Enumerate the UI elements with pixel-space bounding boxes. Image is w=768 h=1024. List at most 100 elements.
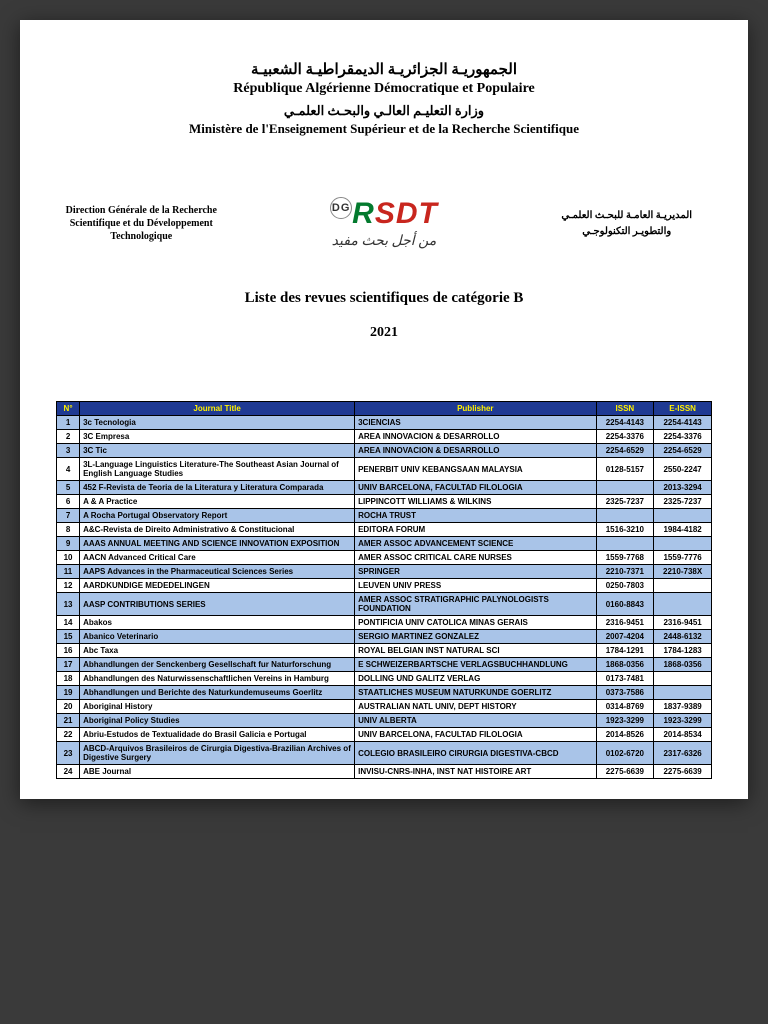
table-row: 15Abanico VeterinarioSERGIO MARTINEZ GON… [57,630,712,644]
cell-eissn: 2316-9451 [654,616,712,630]
cell-eissn: 1837-9389 [654,700,712,714]
cell-publisher: AMER ASSOC CRITICAL CARE NURSES [355,551,596,565]
cell-eissn: 2317-6326 [654,742,712,765]
cell-issn: 1516-3210 [596,523,654,537]
table-row: 10AACN Advanced Critical CareAMER ASSOC … [57,551,712,565]
cell-issn: 2014-8526 [596,728,654,742]
cell-eissn: 2254-6529 [654,444,712,458]
cell-eissn: 1784-1283 [654,644,712,658]
cell-eissn: 2254-4143 [654,416,712,430]
cell-eissn [654,686,712,700]
table-row: 17Abhandlungen der Senckenberg Gesellsch… [57,658,712,672]
document-page: الجمهوريـة الجزائريـة الديمقراطيـة الشعب… [20,20,748,799]
table-row: 19Abhandlungen und Berichte des Naturkun… [57,686,712,700]
cell-num: 8 [57,523,80,537]
cell-title: 452 F-Revista de Teoria de la Literatura… [80,481,355,495]
cell-publisher: STAATLICHES MUSEUM NATURKUNDE GOERLITZ [355,686,596,700]
cell-eissn: 2013-3294 [654,481,712,495]
table-row: 24ABE JournalINVISU-CNRS-INHA, INST NAT … [57,765,712,779]
table-body: 13c Tecnologia3CIENCIAS2254-41432254-414… [57,416,712,779]
col-eissn: E-ISSN [654,402,712,416]
cell-eissn [654,593,712,616]
cell-num: 21 [57,714,80,728]
table-header-row: N° Journal Title Publisher ISSN E-ISSN [57,402,712,416]
cell-issn [596,509,654,523]
logo-brand: DGRSDT [253,197,515,231]
cell-title: AACN Advanced Critical Care [80,551,355,565]
cell-issn: 2007-4204 [596,630,654,644]
cell-publisher: AREA INNOVACION & DESARROLLO [355,430,596,444]
cell-eissn: 2254-3376 [654,430,712,444]
table-row: 9AAAS ANNUAL MEETING AND SCIENCE INNOVAT… [57,537,712,551]
cell-issn: 2316-9451 [596,616,654,630]
table-row: 11AAPS Advances in the Pharmaceutical Sc… [57,565,712,579]
cell-publisher: AREA INNOVACION & DESARROLLO [355,444,596,458]
cell-num: 13 [57,593,80,616]
cell-title: AASP CONTRIBUTIONS SERIES [80,593,355,616]
table-row: 22Abriu-Estudos de Textualidade do Brasi… [57,728,712,742]
cell-issn: 2254-6529 [596,444,654,458]
cell-issn: 0128-5157 [596,458,654,481]
table-row: 12AARDKUNDIGE MEDEDELINGENLEUVEN UNIV PR… [57,579,712,593]
cell-publisher: UNIV BARCELONA, FACULTAD FILOLOGIA [355,481,596,495]
cell-publisher: ROYAL BELGIAN INST NATURAL SCI [355,644,596,658]
cell-num: 15 [57,630,80,644]
cell-eissn: 1923-3299 [654,714,712,728]
cell-title: 3c Tecnologia [80,416,355,430]
cell-num: 10 [57,551,80,565]
cell-publisher: INVISU-CNRS-INHA, INST NAT HISTOIRE ART [355,765,596,779]
document-header: الجمهوريـة الجزائريـة الديمقراطيـة الشعب… [56,60,712,137]
cell-num: 16 [57,644,80,658]
cell-title: Abhandlungen der Senckenberg Gesellschaf… [80,658,355,672]
cell-title: A Rocha Portugal Observatory Report [80,509,355,523]
cell-title: AARDKUNDIGE MEDEDELINGEN [80,579,355,593]
cell-publisher: COLEGIO BRASILEIRO CIRURGIA DIGESTIVA-CB… [355,742,596,765]
header-fr-2: Ministère de l'Enseignement Supérieur et… [56,121,712,137]
cell-title: Abakos [80,616,355,630]
cell-publisher: PENERBIT UNIV KEBANGSAAN MALAYSIA [355,458,596,481]
table-row: 23C EmpresaAREA INNOVACION & DESARROLLO2… [57,430,712,444]
col-num: N° [57,402,80,416]
cell-title: Abc Taxa [80,644,355,658]
cell-publisher: AMER ASSOC ADVANCEMENT SCIENCE [355,537,596,551]
table-row: 7A Rocha Portugal Observatory ReportROCH… [57,509,712,523]
cell-eissn [654,537,712,551]
cell-issn [596,537,654,551]
header-ar-2: وزارة التعليـم العالـي والبحـث العلمـي [56,103,712,119]
cell-publisher: LIPPINCOTT WILLIAMS & WILKINS [355,495,596,509]
logo-r: R [352,197,375,230]
col-title: Journal Title [80,402,355,416]
cell-title: ABE Journal [80,765,355,779]
cell-publisher: 3CIENCIAS [355,416,596,430]
cell-eissn: 2014-8534 [654,728,712,742]
cell-num: 5 [57,481,80,495]
cell-title: Abhandlungen und Berichte des Naturkunde… [80,686,355,700]
direction-ar-l1: المديريـة العامـة للبحـث العلمـي [541,208,712,224]
cell-publisher: UNIV BARCELONA, FACULTAD FILOLOGIA [355,728,596,742]
cell-issn: 1559-7768 [596,551,654,565]
cell-title: Abanico Veterinario [80,630,355,644]
cell-title: Abriu-Estudos de Textualidade do Brasil … [80,728,355,742]
cell-num: 20 [57,700,80,714]
cell-publisher: UNIV ALBERTA [355,714,596,728]
table-row: 18Abhandlungen des Naturwissenschaftlich… [57,672,712,686]
cell-title: AAPS Advances in the Pharmaceutical Scie… [80,565,355,579]
cell-title: AAAS ANNUAL MEETING AND SCIENCE INNOVATI… [80,537,355,551]
cell-issn: 2275-6639 [596,765,654,779]
cell-num: 24 [57,765,80,779]
logo-dg-badge: DG [330,197,352,219]
cell-num: 17 [57,658,80,672]
cell-issn: 1784-1291 [596,644,654,658]
rsdt-logo: DGRSDT من أجل بحث مفيد [253,197,515,250]
table-row: 6A & A PracticeLIPPINCOTT WILLIAMS & WIL… [57,495,712,509]
cell-publisher: E SCHWEIZERBARTSCHE VERLAGSBUCHHANDLUNG [355,658,596,672]
cell-publisher: PONTIFICIA UNIV CATOLICA MINAS GERAIS [355,616,596,630]
cell-issn: 0373-7586 [596,686,654,700]
cell-num: 18 [57,672,80,686]
cell-issn: 2254-3376 [596,430,654,444]
cell-title: ABCD-Arquivos Brasileiros de Cirurgia Di… [80,742,355,765]
table-row: 20Aboriginal HistoryAUSTRALIAN NATL UNIV… [57,700,712,714]
col-issn: ISSN [596,402,654,416]
cell-issn: 2325-7237 [596,495,654,509]
table-row: 13AASP CONTRIBUTIONS SERIESAMER ASSOC ST… [57,593,712,616]
